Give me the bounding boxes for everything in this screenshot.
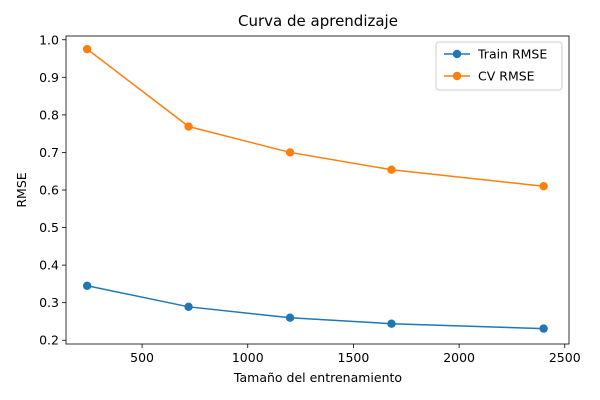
- y-tick-label: 0.3: [39, 295, 59, 310]
- y-tick-label: 0.8: [39, 107, 59, 122]
- x-tick-label: 2000: [443, 350, 475, 365]
- y-tick-label: 0.4: [39, 258, 59, 273]
- data-point: [184, 302, 193, 312]
- data-point: [387, 165, 396, 174]
- y-axis-label: RMSE: [14, 172, 29, 207]
- series-line-1: [86, 285, 544, 330]
- y-tick-label: 0.2: [39, 333, 59, 348]
- y-tick-label: 0.5: [39, 220, 59, 235]
- y-tick-label: 1.0: [39, 32, 59, 47]
- y-tick-label: 0.9: [39, 70, 59, 85]
- x-tick-label: 1500: [338, 350, 370, 365]
- x-axis-label: Tamaño del entrenamiento: [233, 370, 402, 385]
- y-tick-label: 0.7: [39, 145, 59, 160]
- x-axis-ticks: 500 1000 1500 2000 2500: [130, 344, 581, 365]
- x-tick-label: 1000: [232, 350, 264, 365]
- data-point: [82, 44, 92, 54]
- legend-label: CV RMSE: [478, 69, 535, 84]
- data-point: [285, 148, 295, 157]
- x-tick-label: 2500: [549, 350, 581, 365]
- data-point: [539, 182, 548, 191]
- data-point: [184, 122, 193, 131]
- data-point: [82, 281, 92, 290]
- legend-marker: [452, 49, 462, 59]
- chart-title: Curva de aprendizaje: [238, 12, 398, 30]
- legend-marker: [452, 71, 462, 81]
- data-point: [387, 319, 396, 328]
- y-axis-ticks: 0.2 0.3 0.4 0.5 0.6 0.7 0.8 0.9 1.0: [39, 32, 66, 348]
- plot-area: [65, 35, 570, 345]
- y-tick-label: 0.6: [39, 183, 59, 198]
- data-point: [539, 324, 548, 333]
- x-tick-label: 500: [130, 350, 154, 365]
- legend: Train RMSE CV RMSE: [435, 41, 563, 91]
- legend-label: Train RMSE: [477, 47, 547, 62]
- data-point: [285, 313, 295, 322]
